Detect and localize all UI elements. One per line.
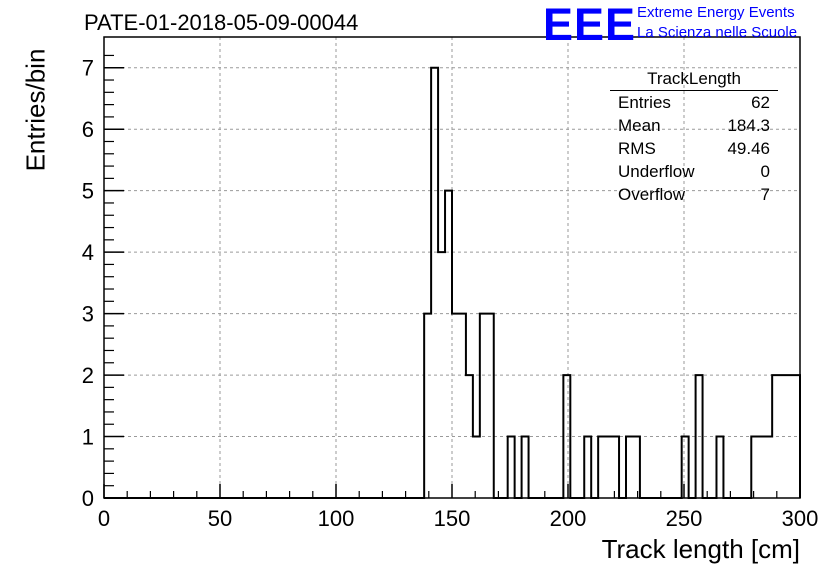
axis-ticks bbox=[103, 54, 801, 499]
x-tick-label: 300 bbox=[782, 506, 819, 531]
stats-row-entries: Entries 62 bbox=[610, 91, 778, 114]
x-axis-label: Track length [cm] bbox=[601, 534, 800, 564]
y-tick-label: 5 bbox=[82, 179, 94, 204]
y-tick-label: 2 bbox=[82, 363, 94, 388]
y-tick-label: 7 bbox=[82, 56, 94, 81]
x-tick-labels: 0 50 100 150 200 250 300 bbox=[98, 506, 818, 531]
stats-row-overflow: Overflow 7 bbox=[610, 183, 778, 206]
y-tick-label: 3 bbox=[82, 302, 94, 327]
stats-value: 62 bbox=[751, 93, 770, 112]
stats-row-underflow: Underflow 0 bbox=[610, 160, 778, 183]
x-tick-label: 250 bbox=[666, 506, 703, 531]
stats-separator bbox=[610, 90, 778, 91]
y-tick-label: 4 bbox=[82, 240, 94, 265]
stats-box: TrackLength Entries 62 Mean 184.3 RMS 49… bbox=[610, 69, 778, 206]
x-tick-label: 0 bbox=[98, 506, 110, 531]
stats-row-rms: RMS 49.46 bbox=[610, 137, 778, 160]
stats-row-mean: Mean 184.3 bbox=[610, 114, 778, 137]
stats-key: Underflow bbox=[618, 162, 695, 181]
x-tick-label: 50 bbox=[208, 506, 232, 531]
stats-value: 0 bbox=[760, 162, 770, 181]
stats-key: Mean bbox=[618, 116, 661, 135]
logo-line-1: Extreme Energy Events bbox=[637, 4, 795, 21]
eee-logo: EEE bbox=[543, 0, 637, 50]
y-tick-label: 0 bbox=[82, 486, 94, 511]
stats-value: 7 bbox=[760, 185, 770, 204]
stats-key: RMS bbox=[618, 139, 656, 158]
y-axis-label: Entries/bin bbox=[20, 48, 51, 172]
x-tick-label: 150 bbox=[434, 506, 471, 531]
x-tick-label: 200 bbox=[550, 506, 587, 531]
y-tick-label: 6 bbox=[82, 117, 94, 142]
logo-line-2: La Scienza nelle Scuole bbox=[637, 24, 798, 41]
stats-key: Entries bbox=[618, 93, 671, 112]
stats-key: Overflow bbox=[618, 185, 686, 204]
stats-title: TrackLength bbox=[647, 69, 741, 88]
y-tick-labels: 0 1 2 3 4 5 6 7 bbox=[82, 56, 94, 511]
y-tick-label: 1 bbox=[82, 425, 94, 450]
chart-title: PATE-01-2018-05-09-00044 bbox=[84, 10, 359, 35]
stats-value: 184.3 bbox=[727, 116, 770, 135]
x-tick-label: 100 bbox=[318, 506, 355, 531]
stats-value: 49.46 bbox=[727, 139, 770, 158]
